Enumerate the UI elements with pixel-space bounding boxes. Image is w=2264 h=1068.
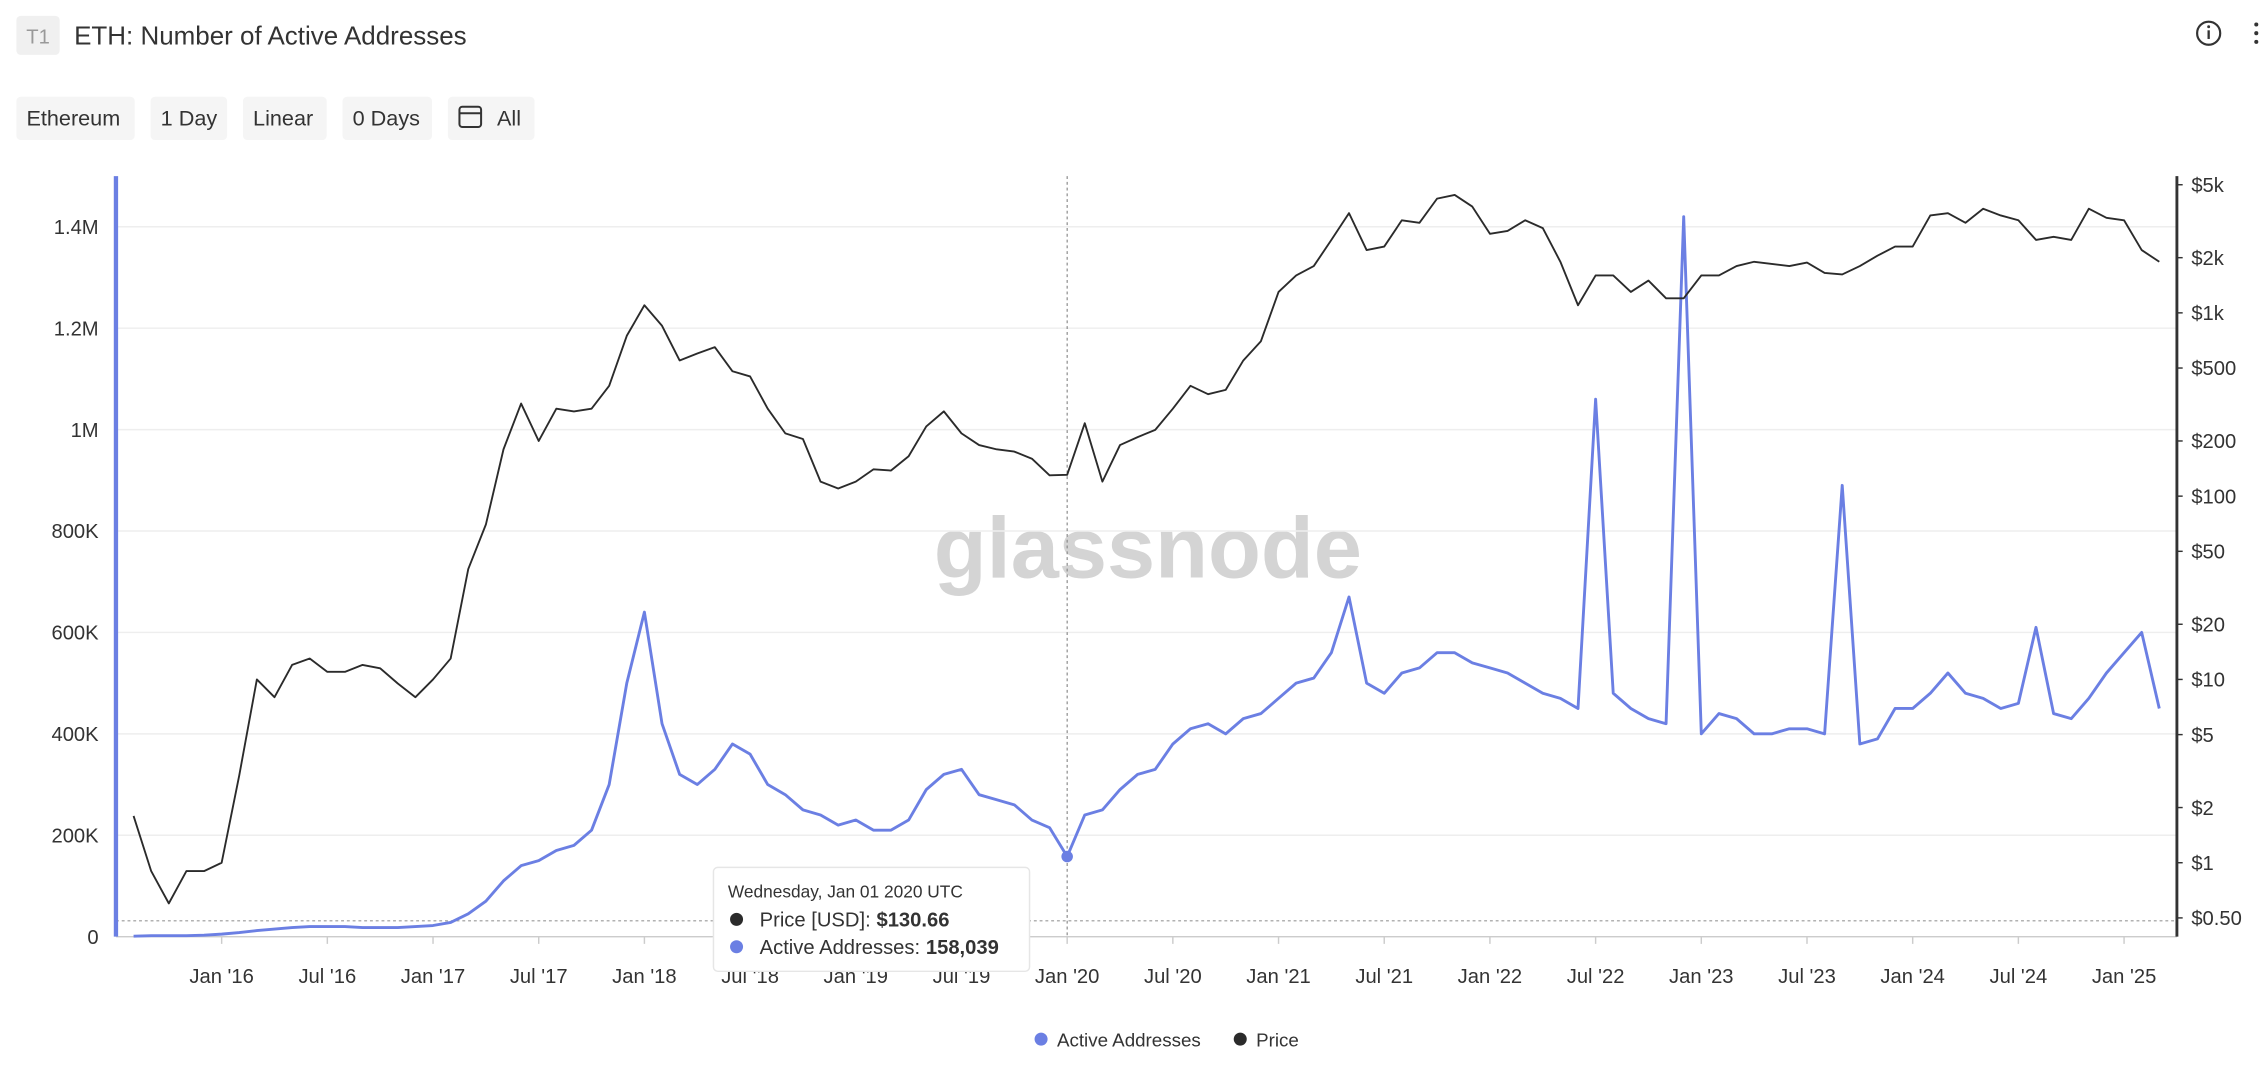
tooltip-label: Active Addresses: [760,937,920,959]
calendar-icon [458,105,483,129]
x-tick-label: Jan '20 [1035,966,1099,988]
badge-box [16,15,60,55]
x-tick-label: Jul '22 [1567,966,1625,988]
x-tick-label: Jul '17 [510,966,568,988]
watermark: glassnode [934,500,1362,596]
y2-tick-label: $20 [2191,614,2225,636]
button-bg [342,96,433,140]
tooltip-value: 158,039 [926,937,999,959]
y2-tick-label: $200 [2191,431,2236,453]
legend-item[interactable]: Price [1233,1029,1299,1050]
toolbar-button[interactable]: 1 Day [150,96,228,140]
legend-item[interactable]: Active Addresses [1034,1029,1201,1050]
y2-tick-label: $5k [2191,175,2224,197]
x-tick-label: Jan '24 [1880,966,1944,988]
tooltip-row: Price [USD]: $130.66 [760,910,950,932]
y2-tick-label: $1 [2191,853,2213,875]
y2-tick-label: $10 [2191,670,2225,692]
x-tick-label: Jul '21 [1355,966,1413,988]
hover-point [1061,850,1073,863]
y-tick-label: 800K [51,521,99,543]
legend-dot [1034,1032,1048,1046]
y2-tick-label: $50 [2191,542,2225,564]
tooltip-row: Active Addresses: 158,039 [760,937,999,959]
x-tick-label: Jan '21 [1246,966,1310,988]
x-tick-label: Jul '24 [1990,966,2048,988]
toolbar-button[interactable]: All [447,96,535,140]
legend-label: Active Addresses [1057,1029,1201,1050]
tooltip-label: Price [USD]: [760,910,871,932]
tooltip-date: Wednesday, Jan 01 2020 UTC [728,882,963,902]
y-tick-label: 1.2M [54,318,99,340]
button-bg [16,96,135,140]
x-tick-label: Jan '23 [1669,966,1733,988]
y2-tick-label: $0.50 [2191,908,2242,930]
y2-tick-label: $100 [2191,486,2236,508]
y2-tick-label: $1k [2191,303,2224,325]
button-label: Ethereum [26,106,120,131]
badge: T1 [26,26,50,48]
series-line [132,193,2160,905]
y2-tick-label: $5 [2191,725,2213,747]
tooltip-value: $130.66 [876,910,949,932]
x-tick-label: Jul '16 [298,966,356,988]
tooltip-box [712,866,1031,973]
chart-title: ETH: Number of Active Addresses [74,21,467,51]
button-bg [150,96,228,140]
x-tick-label: Jan '16 [189,966,253,988]
y2-tick-label: $2 [2191,798,2213,820]
toolbar-button[interactable]: 0 Days [342,96,433,140]
info-icon[interactable] [2196,20,2222,46]
button-bg [447,96,535,140]
toolbar-button[interactable]: Ethereum [16,96,135,140]
tooltip-dot [730,912,744,926]
y-tick-label: 400K [51,724,99,746]
y-tick-label: 200K [51,825,99,847]
x-tick-label: Jan '17 [401,966,465,988]
x-tick-label: Jan '18 [612,966,676,988]
button-label: All [497,106,521,131]
legend-dot [1233,1032,1247,1046]
menu-icon[interactable] [2254,22,2259,44]
y2-tick-label: $2k [2191,248,2224,270]
tooltip-dot [730,940,744,954]
y-tick-label: 0 [87,927,98,949]
button-label: 1 Day [161,106,218,131]
x-tick-label: Jan '25 [2092,966,2156,988]
x-tick-label: Jul '20 [1144,966,1202,988]
legend-label: Price [1256,1029,1299,1050]
button-label: Linear [253,106,313,131]
tooltip: Wednesday, Jan 01 2020 UTC Price [USD]: $… [712,866,1031,973]
y-tick-label: 1M [71,420,99,442]
y-tick-label: 600K [51,623,99,645]
series-line [133,215,2161,938]
y-tick-label: 1.4M [54,217,99,239]
x-tick-label: Jul '23 [1778,966,1836,988]
y2-tick-label: $500 [2191,358,2236,380]
button-bg [242,96,327,140]
button-label: 0 Days [353,106,420,131]
x-tick-label: Jan '22 [1458,966,1522,988]
toolbar-button[interactable]: Linear [242,96,327,140]
